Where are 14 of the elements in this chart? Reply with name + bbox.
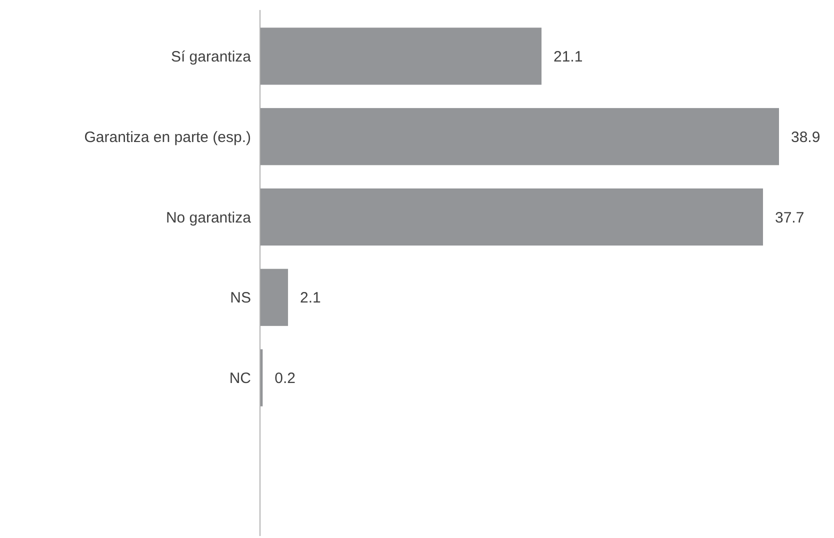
data-label: 37.7 [774, 209, 804, 226]
bar [260, 188, 763, 246]
data-label: 38.9 [791, 128, 820, 146]
y-tick-label: Sí garantiza [170, 48, 252, 66]
data-label: 21.1 [554, 48, 583, 66]
data-label: 2.1 [300, 290, 321, 307]
y-tick-label: NC [229, 370, 252, 388]
y-tick-label: NS [230, 290, 251, 307]
bar [260, 268, 288, 326]
y-tick-label: Garantiza en parte (esp.) [84, 128, 251, 146]
bar [260, 28, 542, 85]
y-tick-label: No garantiza [166, 209, 252, 226]
bar [260, 108, 779, 166]
data-label: 0.2 [274, 370, 296, 388]
